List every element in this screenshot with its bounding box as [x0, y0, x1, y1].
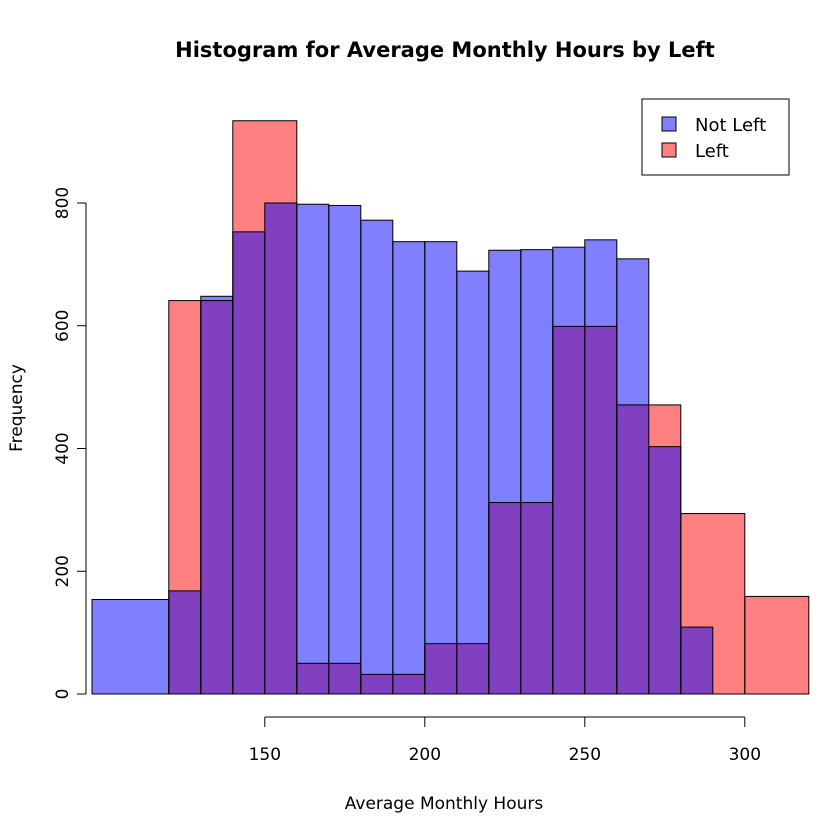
bar-outlines — [91, 120, 810, 695]
overlap-bar — [648, 446, 681, 694]
left-bar-outline — [232, 120, 298, 695]
not-left-bar — [360, 220, 393, 694]
x-axis: 150 200 250 300 — [249, 716, 761, 765]
overlap-bar — [232, 231, 265, 694]
legend-box — [641, 98, 790, 176]
overlap-bars — [168, 203, 713, 694]
legend-label-not-left: Not Left — [695, 115, 766, 136]
overlap-bar — [200, 300, 233, 694]
overlap-bar — [488, 502, 521, 694]
not-left-bar — [392, 241, 425, 694]
overlap-bar — [552, 326, 585, 694]
overlap-bar — [168, 590, 201, 694]
y-tick-label: 400 — [53, 432, 73, 464]
x-tick-label: 300 — [729, 745, 761, 765]
y-tick-label: 200 — [53, 555, 73, 587]
overlap-bar — [264, 203, 297, 694]
overlap-bar — [584, 326, 617, 694]
not-left-bar — [424, 241, 457, 694]
left-bar — [744, 596, 809, 694]
y-tick-label: 0 — [53, 689, 73, 700]
left-bar-outline — [744, 595, 810, 695]
not-left-bar — [92, 599, 169, 694]
legend-swatch-not-left — [661, 116, 677, 132]
x-tick-label: 150 — [249, 745, 281, 765]
overlap-bar — [456, 643, 489, 694]
x-tick-label: 250 — [569, 745, 601, 765]
overlap-bar — [296, 663, 329, 694]
y-tick-label: 600 — [53, 310, 73, 342]
legend-label-left: Left — [695, 141, 729, 162]
x-axis-label: Average Monthly Hours — [345, 794, 544, 814]
overlap-bar — [360, 674, 393, 694]
overlap-bar — [680, 627, 713, 694]
overlap-bar — [616, 404, 649, 694]
y-axis: 0 200 400 600 800 — [53, 187, 87, 700]
not-left-bar — [296, 204, 329, 695]
y-axis-label: Frequency — [7, 364, 27, 452]
overlap-bar — [424, 643, 457, 694]
legend: Not Left Left — [641, 98, 790, 176]
legend-swatch-left — [661, 142, 677, 158]
not-left-bar — [328, 205, 361, 694]
overlap-bar — [392, 674, 425, 694]
chart-title: Histogram for Average Monthly Hours by L… — [175, 38, 715, 62]
x-tick-label: 200 — [409, 745, 441, 765]
overlap-bar — [520, 502, 553, 694]
overlap-bar — [328, 663, 361, 694]
not-left-bar — [456, 271, 489, 694]
y-tick-label: 800 — [53, 187, 73, 219]
